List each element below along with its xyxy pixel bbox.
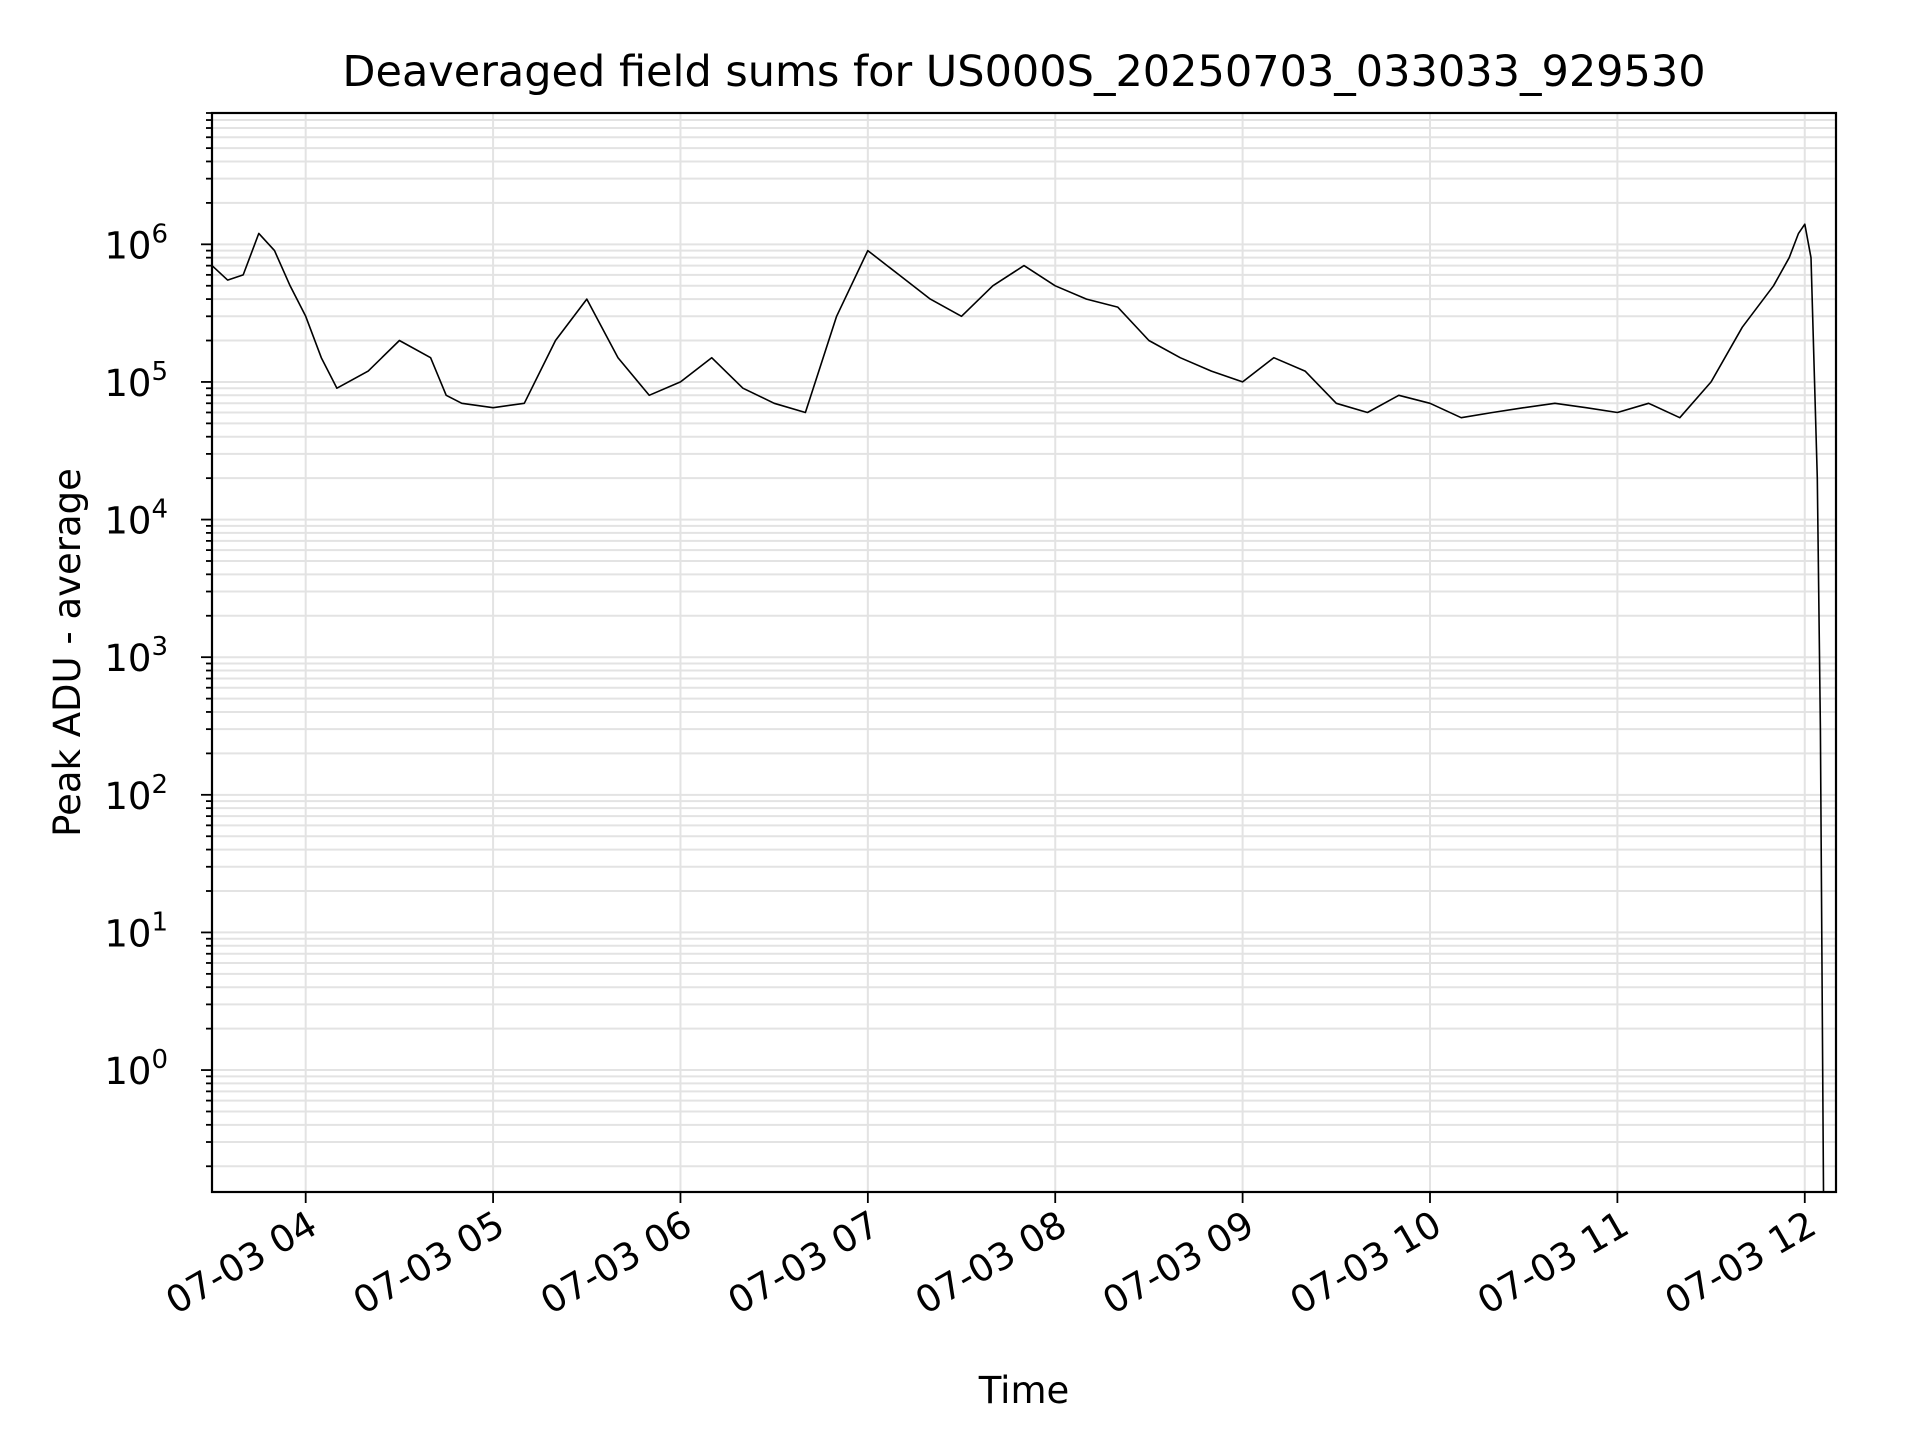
y-tick-label-base: 10 (104, 912, 151, 955)
y-tick-label-exponent: 4 (151, 495, 168, 525)
y-tick-label-exponent: 6 (151, 219, 168, 249)
y-tick-label: 102 (104, 770, 168, 818)
y-tick-label: 104 (104, 495, 168, 543)
y-tick-label-exponent: 2 (151, 770, 168, 800)
y-tick-label-exponent: 0 (151, 1045, 168, 1075)
y-tick-label: 103 (104, 632, 168, 680)
y-tick-label-base: 10 (104, 1050, 151, 1093)
y-tick-label-exponent: 1 (151, 907, 168, 937)
x-axis-label: Time (978, 1369, 1070, 1412)
y-tick-label-base: 10 (104, 637, 151, 680)
y-tick-label: 105 (104, 357, 168, 405)
series-line (211, 223, 1825, 1193)
y-tick-label-base: 10 (104, 775, 151, 818)
y-tick-label: 106 (104, 219, 168, 267)
plot-frame (210, 111, 1838, 1194)
y-tick-label-exponent: 3 (151, 632, 168, 662)
grid-lines (212, 112, 1836, 1192)
y-tick-label: 100 (104, 1045, 168, 1093)
y-tick-label-base: 10 (104, 362, 151, 405)
chart-title: Deaveraged field sums for US000S_2025070… (342, 47, 1705, 97)
y-tick-label: 101 (104, 907, 168, 955)
series-layer (211, 223, 1825, 1193)
y-tick-label-base: 10 (104, 500, 151, 543)
y-tick-label-exponent: 5 (151, 357, 168, 387)
y-axis-label: Peak ADU - average (46, 468, 89, 837)
y-tick-label-base: 10 (104, 224, 151, 267)
